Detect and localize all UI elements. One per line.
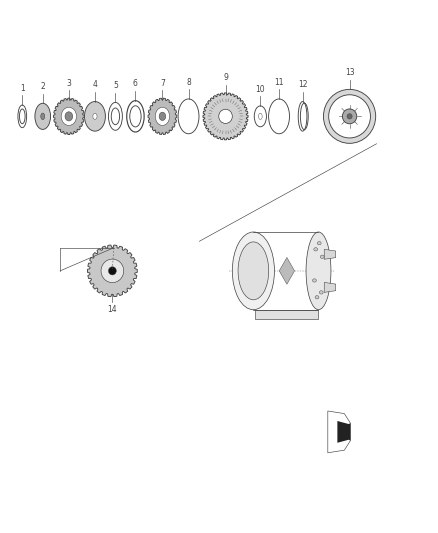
Ellipse shape [306, 232, 331, 310]
Polygon shape [203, 93, 248, 140]
Polygon shape [53, 98, 84, 134]
Polygon shape [148, 98, 177, 134]
Ellipse shape [319, 290, 323, 294]
Ellipse shape [328, 95, 371, 138]
Polygon shape [255, 310, 318, 319]
Ellipse shape [320, 255, 324, 259]
Text: 9: 9 [223, 74, 228, 83]
Text: 6: 6 [133, 79, 138, 88]
Ellipse shape [343, 109, 357, 124]
Text: 13: 13 [345, 68, 354, 77]
Ellipse shape [313, 279, 316, 282]
Polygon shape [324, 249, 336, 259]
Ellipse shape [315, 296, 319, 299]
Ellipse shape [61, 107, 77, 125]
Ellipse shape [85, 102, 106, 131]
Ellipse shape [109, 266, 117, 275]
Ellipse shape [323, 90, 376, 143]
Text: 11: 11 [274, 78, 284, 87]
Ellipse shape [347, 114, 352, 119]
Text: 4: 4 [92, 80, 97, 90]
Text: 7: 7 [160, 79, 165, 87]
Text: 12: 12 [298, 80, 307, 90]
Text: 14: 14 [108, 305, 117, 314]
Polygon shape [324, 282, 336, 293]
Ellipse shape [155, 107, 170, 125]
Text: 5: 5 [113, 81, 118, 90]
Ellipse shape [41, 113, 45, 119]
Ellipse shape [101, 259, 124, 282]
Polygon shape [279, 257, 294, 284]
Text: 1: 1 [20, 84, 25, 93]
Ellipse shape [93, 114, 97, 119]
Text: 8: 8 [186, 78, 191, 87]
Ellipse shape [35, 103, 50, 130]
Ellipse shape [65, 112, 73, 121]
Text: 10: 10 [255, 85, 265, 94]
Text: 2: 2 [40, 82, 45, 91]
Ellipse shape [232, 232, 275, 310]
Ellipse shape [159, 112, 166, 120]
Ellipse shape [314, 248, 318, 251]
Polygon shape [337, 421, 350, 443]
Polygon shape [328, 411, 350, 453]
Ellipse shape [317, 241, 321, 245]
Polygon shape [88, 245, 137, 297]
Text: 3: 3 [67, 79, 71, 87]
Ellipse shape [238, 242, 268, 300]
Ellipse shape [219, 109, 232, 124]
